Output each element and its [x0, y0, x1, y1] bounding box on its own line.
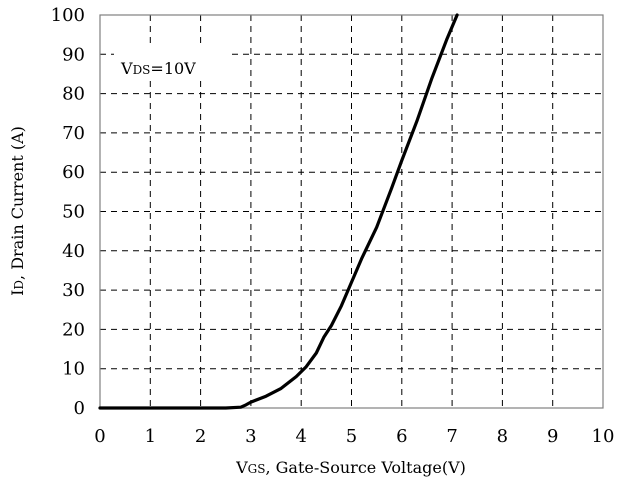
x-tick-label: 7 — [446, 426, 457, 447]
transfer-curve-line — [98, 13, 459, 410]
x-tick-label: 8 — [497, 426, 508, 447]
x-axis-label: VGS, Gate-Source Voltage(V) — [235, 458, 466, 477]
plot-frame — [99, 14, 604, 409]
x-tick-label: 2 — [195, 426, 206, 447]
x-tick-label: 5 — [346, 426, 357, 447]
x-tick-label: 10 — [592, 426, 615, 447]
x-tick-label: 0 — [94, 426, 105, 447]
grid — [100, 15, 603, 408]
y-tick-label: 10 — [62, 359, 85, 380]
y-tick-label: 80 — [62, 84, 85, 105]
y-tick-label: 100 — [51, 5, 85, 26]
series-layer — [98, 13, 459, 410]
x-tick-label: 3 — [245, 426, 256, 447]
annotation-background — [114, 46, 228, 80]
y-tick-label: 40 — [62, 241, 85, 262]
x-tick-label: 4 — [295, 426, 306, 447]
y-tick-label: 0 — [74, 398, 85, 419]
y-tick-label: 20 — [62, 319, 85, 340]
y-tick-label: 50 — [62, 202, 85, 223]
x-tick-label: 6 — [396, 426, 407, 447]
y-tick-label: 30 — [62, 280, 85, 301]
x-tick-label: 1 — [145, 426, 156, 447]
x-tick-label: 9 — [547, 426, 558, 447]
vds-annotation: VDS=10V — [120, 59, 196, 78]
y-tick-label: 60 — [62, 162, 85, 183]
y-tick-label: 90 — [62, 44, 85, 65]
y-tick-label: 70 — [62, 123, 85, 144]
y-axis-label: ID, Drain Current (A) — [8, 126, 27, 296]
